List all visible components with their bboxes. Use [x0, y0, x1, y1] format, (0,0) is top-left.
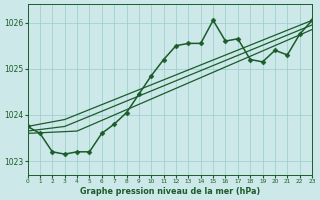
X-axis label: Graphe pression niveau de la mer (hPa): Graphe pression niveau de la mer (hPa) [80, 187, 260, 196]
